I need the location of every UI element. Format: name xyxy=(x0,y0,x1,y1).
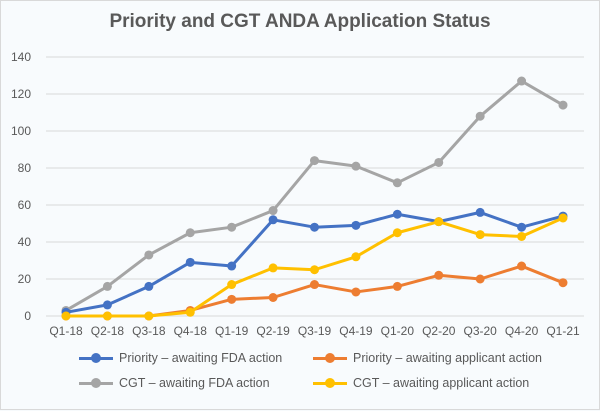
data-point-1 xyxy=(434,270,444,280)
data-point-0 xyxy=(310,222,319,232)
y-tick-label: 120 xyxy=(11,87,31,101)
data-point-2 xyxy=(351,161,361,171)
y-tick-label: 140 xyxy=(11,50,31,64)
data-point-0 xyxy=(102,300,112,310)
data-point-1 xyxy=(310,280,319,290)
data-point-0 xyxy=(227,261,237,271)
legend-item-2: CGT – awaiting FDA action xyxy=(79,376,270,390)
data-point-2 xyxy=(144,250,154,260)
x-tick-label: Q1-20 xyxy=(381,324,415,338)
legend-label-2: CGT – awaiting FDA action xyxy=(119,376,270,390)
legend-label-0: Priority – awaiting FDA action xyxy=(119,351,283,365)
y-tick-label: 60 xyxy=(18,198,32,212)
data-point-2 xyxy=(268,206,278,216)
x-tick-label: Q2-19 xyxy=(256,324,290,338)
data-point-0 xyxy=(392,209,402,219)
data-point-1 xyxy=(227,294,237,304)
data-point-2 xyxy=(558,100,568,110)
x-tick-label: Q1-19 xyxy=(215,324,249,338)
data-point-3 xyxy=(61,311,71,321)
data-point-1 xyxy=(475,274,485,284)
y-tick-label: 40 xyxy=(18,235,32,249)
data-point-1 xyxy=(558,278,568,288)
x-tick-label: Q2-18 xyxy=(91,324,125,338)
data-point-2 xyxy=(434,157,444,167)
data-point-1 xyxy=(392,281,402,291)
legend-swatch-1 xyxy=(313,352,347,363)
data-point-3 xyxy=(268,263,278,273)
data-point-3 xyxy=(102,311,112,321)
data-point-2 xyxy=(102,281,112,291)
data-point-0 xyxy=(475,207,485,217)
data-point-3 xyxy=(558,213,568,223)
y-tick-label: 100 xyxy=(11,124,31,138)
data-point-2 xyxy=(517,76,527,86)
data-point-2 xyxy=(392,178,402,188)
legend-swatch-0 xyxy=(79,352,113,363)
x-tick-label: Q1-18 xyxy=(49,324,83,338)
x-tick-label: Q4-18 xyxy=(174,324,208,338)
legend-label-1: Priority – awaiting applicant action xyxy=(353,351,542,365)
x-tick-label: Q4-20 xyxy=(505,324,539,338)
x-tick-label: Q3-20 xyxy=(463,324,497,338)
data-point-2 xyxy=(475,111,485,121)
data-point-3 xyxy=(517,231,527,241)
data-point-1 xyxy=(351,287,361,297)
data-point-3 xyxy=(475,230,485,240)
x-tick-label: Q1-21 xyxy=(546,324,580,338)
data-point-3 xyxy=(144,311,154,321)
legend-swatch-2 xyxy=(79,377,113,388)
data-point-3 xyxy=(310,265,319,275)
data-point-0 xyxy=(144,281,154,291)
y-tick-label: 0 xyxy=(24,309,31,323)
data-point-0 xyxy=(268,215,278,225)
data-point-3 xyxy=(392,228,402,238)
legend-swatch-3 xyxy=(313,377,347,388)
data-point-0 xyxy=(517,222,527,232)
data-point-0 xyxy=(351,220,361,230)
data-point-3 xyxy=(185,307,195,317)
data-point-3 xyxy=(351,252,361,262)
data-point-0 xyxy=(185,257,195,267)
y-tick-label: 80 xyxy=(18,161,32,175)
data-point-2 xyxy=(310,156,319,166)
legend-item-3: CGT – awaiting applicant action xyxy=(313,376,529,390)
y-tick-label: 20 xyxy=(18,272,32,286)
data-point-3 xyxy=(227,280,237,290)
x-tick-label: Q4-19 xyxy=(339,324,373,338)
x-tick-label: Q3-18 xyxy=(132,324,166,338)
legend-label-3: CGT – awaiting applicant action xyxy=(353,376,530,390)
legend-item-0: Priority – awaiting FDA action xyxy=(79,351,282,365)
data-point-2 xyxy=(227,222,237,232)
data-point-3 xyxy=(434,217,444,227)
x-tick-label: Q3-19 xyxy=(298,324,332,338)
data-point-2 xyxy=(185,228,195,238)
chart-title: Priority and CGT ANDA Application Status xyxy=(109,11,491,32)
x-tick-label: Q2-20 xyxy=(422,324,456,338)
data-point-1 xyxy=(268,293,278,302)
data-point-1 xyxy=(517,261,527,271)
legend-item-1: Priority – awaiting applicant action xyxy=(313,351,542,365)
